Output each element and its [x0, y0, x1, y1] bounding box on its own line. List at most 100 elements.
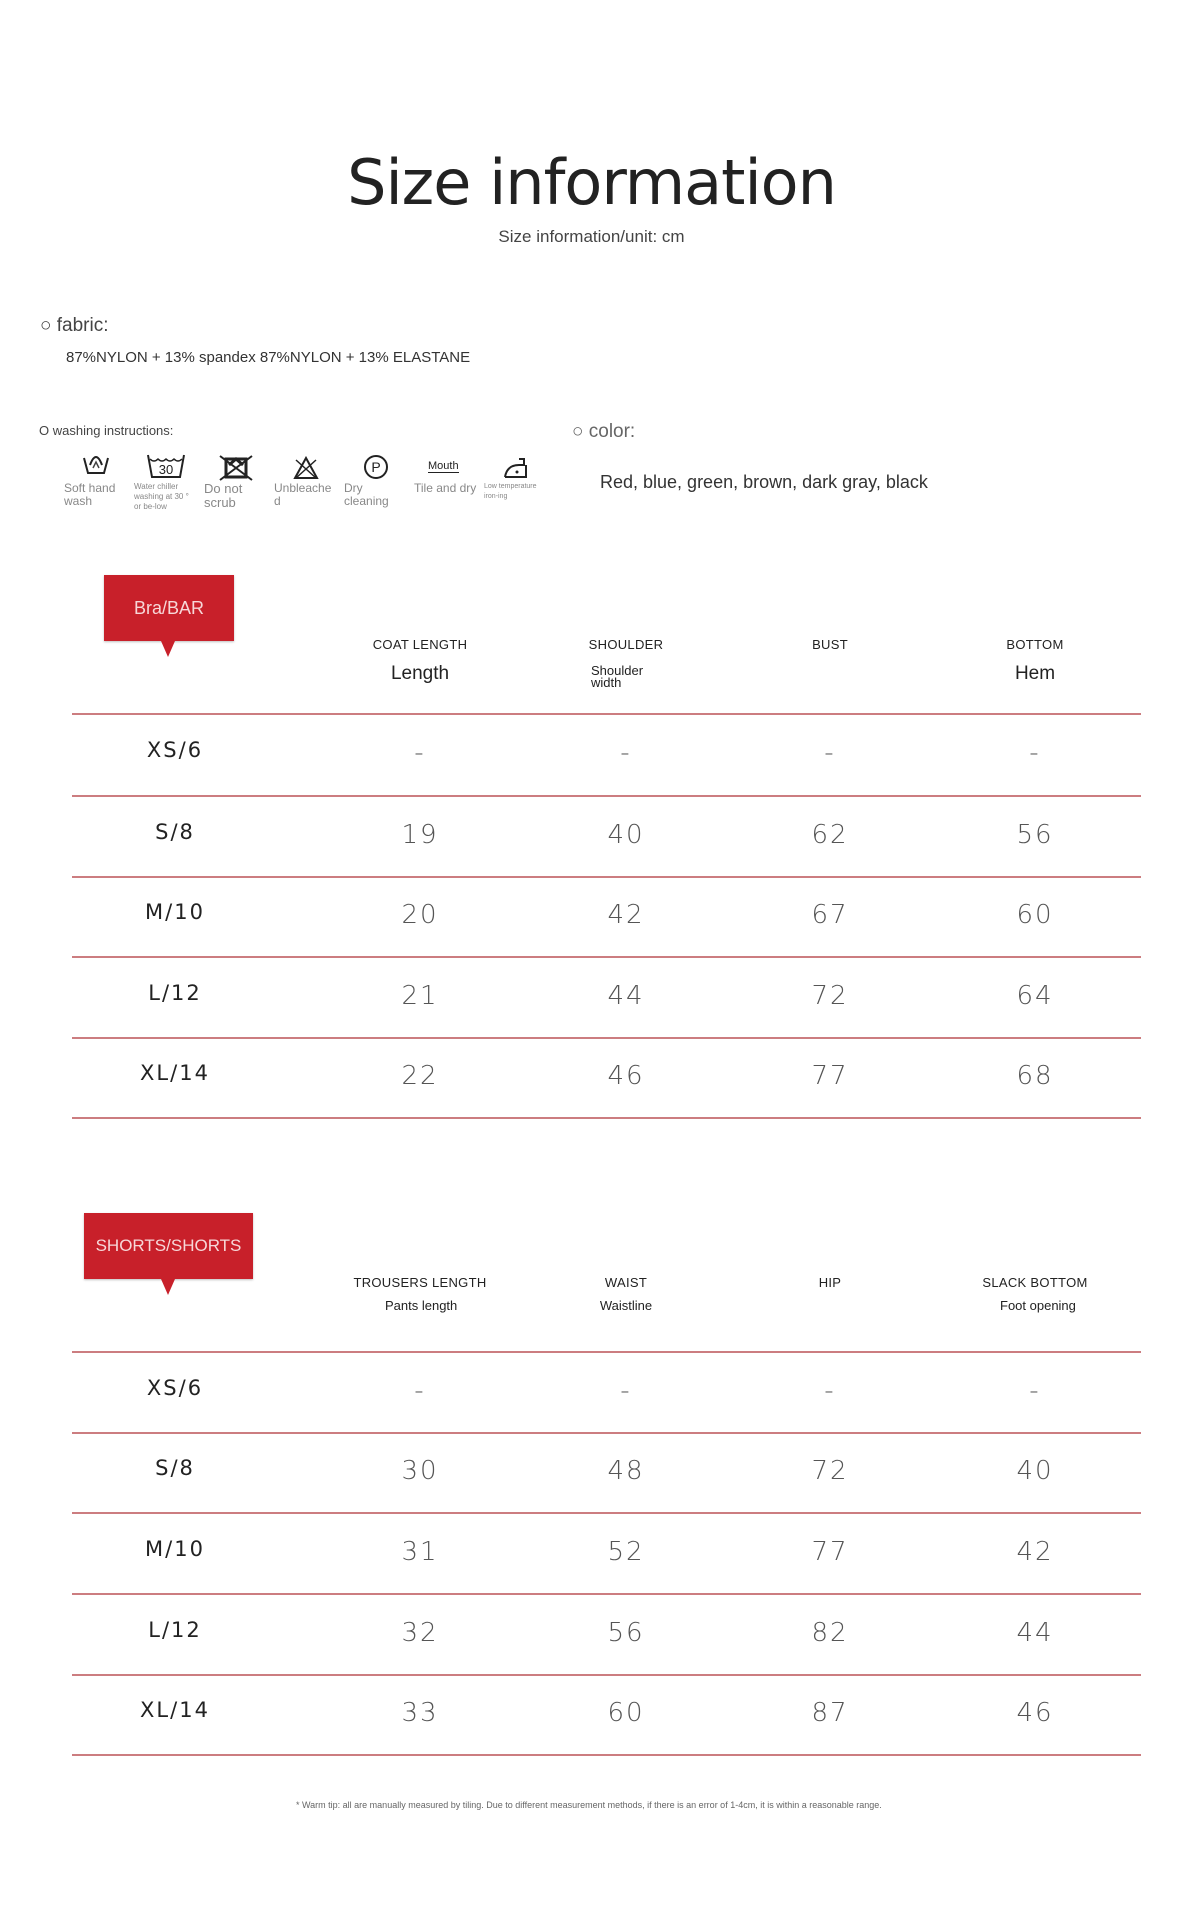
measurement-cell: - [620, 1375, 632, 1406]
svg-text:P: P [371, 459, 380, 475]
measurement-cell: 46 [1016, 1698, 1054, 1728]
measurement-cell: 40 [1016, 1456, 1054, 1486]
measurement-cell: 60 [1016, 900, 1054, 930]
row-divider [72, 956, 1141, 958]
fabric-text: 87%NYLON + 13% spandex 87%NYLON + 13% EL… [66, 349, 471, 366]
measurement-cell: 32 [401, 1617, 439, 1648]
icon-caption: Do not scrub [204, 481, 243, 510]
fabric-label: ○ fabric: [40, 315, 109, 336]
measurement-cell: 22 [401, 1061, 439, 1091]
measurement-cell: 77 [811, 1061, 849, 1091]
column-header: COAT LENGTH [372, 637, 468, 652]
measurement-cell: 30 [401, 1456, 439, 1486]
footnote: * Warm tip: all are manually measured by… [296, 1800, 882, 1810]
hang-dry-icon: Mouth [428, 460, 459, 473]
measurement-cell: 72 [811, 1456, 849, 1486]
row-divider [72, 713, 1141, 715]
row-divider [72, 1117, 1141, 1119]
icon-caption: Water chiller washing at 30 ° or be-low [134, 482, 189, 511]
measurement-cell: 72 [811, 980, 849, 1011]
measurement-cell: - [414, 738, 426, 768]
measurement-cell: 40 [607, 819, 645, 850]
category-tag: SHORTS/SHORTS [84, 1213, 253, 1295]
no-bleach-icon [293, 456, 319, 479]
low-iron-icon [504, 458, 527, 478]
measurement-cell: 44 [607, 980, 645, 1011]
measurement-cell: 87 [811, 1698, 849, 1728]
measurement-cell: - [824, 738, 836, 768]
dry-clean-p-icon: P [364, 455, 388, 479]
column-header: HIP [818, 1275, 842, 1290]
measurement-cell: 82 [811, 1617, 849, 1648]
size-label: L/12 [148, 1617, 202, 1642]
measurement-cell: 46 [607, 1061, 645, 1091]
measurement-cell: 20 [401, 900, 439, 930]
measurement-cell: - [414, 1375, 426, 1406]
row-divider [72, 1593, 1141, 1595]
measurement-cell: 56 [1016, 819, 1054, 850]
column-subheader: Waistline [599, 1298, 653, 1313]
column-subheader: Pants length [385, 1298, 458, 1313]
measurement-cell: 42 [607, 900, 645, 930]
measurement-cell: - [620, 738, 632, 768]
color-text: Red, blue, green, brown, dark gray, blac… [600, 472, 928, 492]
size-label: S/8 [155, 819, 195, 844]
icon-caption: Tile and dry [414, 481, 477, 495]
measurement-cell: 48 [607, 1456, 645, 1486]
icon-caption: Soft hand wash [64, 481, 116, 508]
washing-label: O washing instructions: [39, 423, 174, 438]
measurement-cell: - [824, 1375, 836, 1406]
measurement-cell: 67 [811, 900, 849, 930]
column-subheader: Foot opening [1000, 1298, 1076, 1313]
size-label: S/8 [155, 1456, 195, 1480]
measurement-cell: 31 [401, 1536, 439, 1567]
color-label: ○ color: [572, 421, 636, 442]
measurement-cell: 60 [607, 1698, 645, 1728]
column-header: TROUSERS LENGTH [353, 1275, 487, 1290]
measurement-cell: 56 [607, 1617, 645, 1648]
size-label: XS/6 [146, 738, 204, 762]
measurement-cell: 68 [1016, 1061, 1054, 1091]
measurement-cell: 64 [1016, 980, 1054, 1011]
hand-wash-icon [83, 455, 109, 474]
column-subheader: Length [390, 663, 450, 684]
row-divider [72, 1512, 1141, 1514]
column-header: SHOULDER [588, 637, 664, 652]
page-title: Size information [347, 146, 837, 219]
measurement-cell: 77 [811, 1536, 849, 1567]
measurement-cell: 21 [401, 980, 439, 1011]
column-header: WAIST [604, 1275, 648, 1290]
measurement-cell: - [1029, 738, 1041, 768]
measurement-cell: 19 [401, 819, 439, 850]
size-label: L/12 [148, 980, 202, 1005]
size-label: M/10 [145, 1536, 205, 1561]
row-divider [72, 1037, 1141, 1039]
size-label: XL/14 [140, 1698, 210, 1722]
column-subheader: Shoulder width [591, 663, 644, 690]
column-subheader: Hem [1014, 663, 1056, 684]
wash-30-icon: 30 [147, 454, 185, 478]
measurement-cell: - [1029, 1375, 1041, 1406]
page-subtitle: Size information/unit: cm [498, 227, 685, 246]
svg-text:30: 30 [159, 462, 173, 477]
measurement-cell: 33 [401, 1698, 439, 1728]
size-label: M/10 [145, 900, 205, 924]
measurement-cell: 62 [811, 819, 849, 850]
row-divider [72, 876, 1141, 878]
column-header: SLACK BOTTOM [982, 1275, 1088, 1290]
row-divider [72, 795, 1141, 797]
measurement-cell: 42 [1016, 1536, 1054, 1567]
icon-caption: Dry cleaning [344, 481, 389, 508]
icon-caption: Low temperature iron-ing [484, 483, 537, 500]
category-tag: Bra/BAR [104, 575, 234, 657]
row-divider [72, 1674, 1141, 1676]
icon-caption: Unbleached [274, 481, 332, 508]
do-not-tumble-icon [219, 455, 253, 481]
row-divider [72, 1351, 1141, 1353]
size-label: XS/6 [146, 1375, 204, 1400]
column-header: BUST [812, 637, 848, 652]
measurement-cell: 52 [607, 1536, 645, 1567]
row-divider [72, 1432, 1141, 1434]
column-header: BOTTOM [1006, 637, 1064, 652]
